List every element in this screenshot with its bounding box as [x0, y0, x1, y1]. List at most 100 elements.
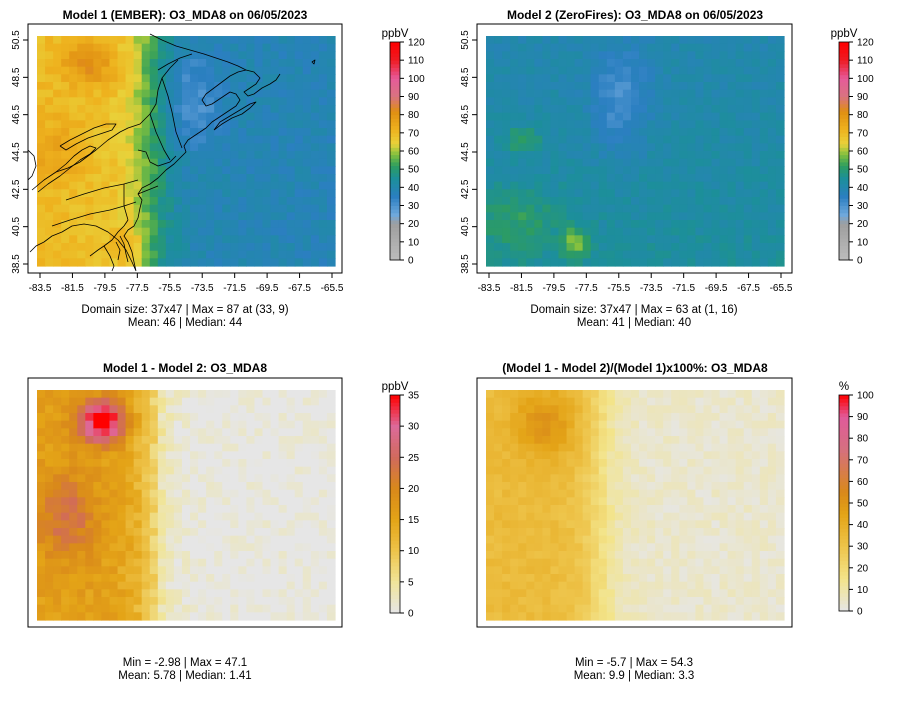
grid-cell — [101, 189, 111, 198]
grid-cell — [735, 66, 745, 75]
grid-cell — [727, 443, 737, 452]
grid-cell — [45, 220, 54, 229]
grid-cell — [743, 66, 753, 75]
colorbar-swatch — [390, 569, 400, 574]
grid-cell — [222, 589, 231, 598]
grid-cell — [214, 436, 223, 445]
grid-cell — [157, 89, 167, 98]
grid-cell — [85, 489, 94, 498]
grid-cell — [61, 466, 70, 475]
grid-cell — [45, 82, 54, 91]
grid-cell — [294, 166, 304, 175]
grid-cell — [254, 112, 264, 121]
grid-cell — [566, 212, 576, 221]
grid-cell — [598, 405, 608, 414]
grid-cell — [133, 451, 143, 460]
grid-cell — [526, 413, 535, 422]
grid-cell — [663, 512, 672, 521]
grid-cell — [181, 574, 191, 583]
grid-cell — [302, 227, 312, 236]
grid-cell — [639, 581, 648, 590]
grid-cell — [767, 143, 777, 152]
grid-cell — [141, 566, 151, 575]
grid-cell — [751, 589, 761, 598]
grid-cell — [502, 43, 511, 52]
grid-cell — [286, 74, 296, 83]
grid-cell — [37, 397, 46, 406]
grid-cell — [69, 574, 78, 583]
grid-cell — [190, 59, 199, 68]
grid-cell — [486, 243, 495, 252]
grid-cell — [486, 51, 495, 60]
grid-cell — [302, 612, 312, 621]
grid-cell — [582, 451, 592, 460]
grid-cell — [157, 220, 167, 229]
grid-cell — [606, 489, 616, 498]
grid-cell — [502, 558, 511, 567]
grid-cell — [254, 443, 264, 452]
grid-cell — [767, 459, 777, 468]
grid-cell — [318, 505, 328, 514]
grid-cell — [582, 212, 592, 221]
grid-cell — [622, 489, 632, 498]
grid-cell — [302, 66, 312, 75]
grid-cell — [230, 466, 239, 475]
grid-cell — [141, 413, 151, 422]
grid-cell — [326, 466, 336, 475]
grid-cell — [759, 166, 769, 175]
grid-cell — [614, 390, 624, 399]
grid-cell — [109, 566, 119, 575]
grid-cell — [149, 51, 159, 60]
grid-cell — [775, 89, 785, 98]
grid-cell — [61, 566, 70, 575]
grid-cell — [262, 181, 272, 190]
grid-cell — [486, 89, 495, 98]
grid-cell — [230, 581, 239, 590]
grid-cell — [125, 82, 135, 91]
grid-cell — [69, 581, 78, 590]
grid-cell — [558, 43, 568, 52]
grid-cell — [510, 105, 519, 114]
grid-cell — [286, 390, 296, 399]
grid-cell — [622, 405, 632, 414]
grid-cell — [302, 451, 312, 460]
grid-cell — [663, 581, 672, 590]
grid-cell — [93, 250, 103, 259]
grid-cell — [630, 505, 640, 514]
grid-cell — [318, 397, 328, 406]
grid-cell — [534, 535, 543, 544]
grid-cell — [663, 59, 672, 68]
grid-cell — [687, 105, 696, 114]
grid-cell — [502, 166, 511, 175]
grid-cell — [558, 189, 568, 198]
grid-cell — [719, 235, 729, 244]
grid-cell — [310, 212, 320, 221]
grid-cell — [310, 135, 320, 144]
grid-cell — [494, 528, 503, 537]
grid-cell — [526, 74, 535, 83]
grid-cell — [157, 390, 167, 399]
grid-cell — [534, 405, 543, 414]
grid-cell — [743, 390, 753, 399]
grid-cell — [310, 489, 320, 498]
colorbar-swatch — [390, 107, 400, 112]
grid-cell — [109, 250, 119, 259]
grid-cell — [695, 459, 705, 468]
grid-cell — [165, 204, 175, 213]
grid-cell — [125, 36, 135, 45]
grid-cell — [190, 520, 199, 529]
grid-cell — [53, 581, 62, 590]
grid-cell — [695, 528, 705, 537]
grid-cell — [246, 413, 256, 422]
grid-cell — [246, 120, 256, 129]
grid-cell — [294, 528, 304, 537]
grid-cell — [550, 89, 560, 98]
grid-cell — [278, 51, 288, 60]
grid-cell — [310, 36, 320, 45]
grid-cell — [117, 397, 127, 406]
grid-cell — [598, 43, 608, 52]
grid-cell — [181, 443, 191, 452]
grid-cell — [558, 474, 568, 483]
grid-cell — [190, 390, 199, 399]
grid-cell — [590, 66, 600, 75]
